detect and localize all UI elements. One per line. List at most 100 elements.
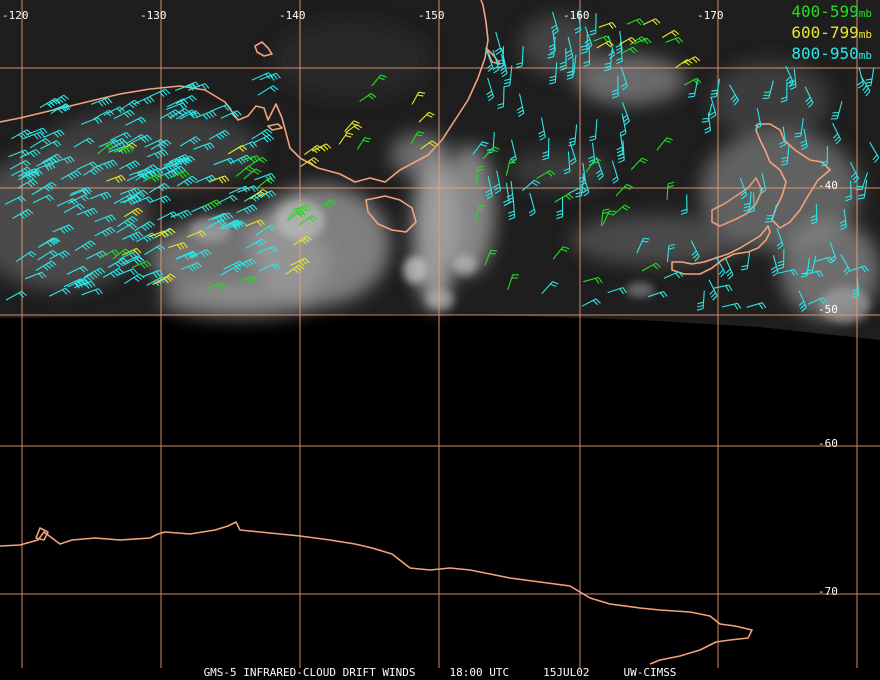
wind-barb (682, 56, 701, 64)
wind-barb (149, 195, 171, 204)
image-caption: GMS-5 INFRARED-CLOUD DRIFT WINDS 18:00 UT… (0, 666, 880, 679)
wind-barb (121, 255, 143, 265)
coastline-tasmania (365, 195, 417, 233)
wind-barb (661, 29, 680, 39)
wind-barb (567, 186, 587, 195)
wind-barb (630, 157, 648, 171)
wind-barb (712, 284, 733, 292)
wind-barb (251, 128, 273, 140)
wind-barb (237, 185, 259, 193)
wind-barb (770, 255, 779, 277)
wind-barb (616, 41, 623, 65)
wind-barb (619, 113, 627, 137)
wind-barb (249, 188, 269, 200)
wind-barb (721, 302, 742, 310)
wind-barb (227, 145, 248, 155)
wind-barb (90, 97, 113, 107)
wind-barb (23, 131, 45, 140)
wind-barb (508, 197, 516, 221)
wind-barb (286, 210, 306, 222)
wind-barb (132, 196, 154, 205)
lon-label-150: -150 (418, 9, 445, 22)
wind-barb (780, 82, 788, 103)
wind-barb (548, 30, 557, 54)
wind-barb (237, 275, 258, 284)
wind-barb (159, 109, 181, 120)
wind-barb (528, 193, 536, 217)
wind-barb (96, 143, 116, 155)
wind-barb (209, 129, 231, 140)
wind-barb (596, 40, 614, 49)
coastlines (0, 0, 831, 665)
wind-barb (63, 203, 85, 214)
wind-barb (845, 180, 852, 202)
wind-barb (567, 54, 577, 77)
wind-barb (120, 187, 142, 197)
wind-barb (15, 251, 37, 263)
wind-barb (186, 230, 207, 238)
wind-barb (148, 88, 171, 98)
wind-barb (164, 165, 186, 176)
wind-barb (493, 170, 502, 194)
wind-barb (800, 128, 808, 151)
legend-range: 400-599 (791, 2, 859, 21)
wind-barb (850, 162, 859, 184)
wind-barb (211, 212, 234, 222)
wind-barb (860, 75, 871, 97)
coastline-nz-south-island (671, 225, 771, 275)
wind-barb (300, 157, 320, 167)
wind-barb (193, 142, 215, 151)
wind-barb (39, 237, 61, 248)
legend-item-600-799: 600-799mb (791, 23, 872, 44)
wind-barb (516, 93, 525, 117)
caption-source: UW-CIMSS (623, 666, 677, 679)
wind-barb (176, 175, 198, 187)
wind-barb (94, 214, 116, 223)
wind-barb (612, 204, 631, 216)
wind-barb (256, 177, 275, 189)
wind-barb (486, 77, 495, 102)
lat-label-50: -50 (818, 303, 838, 316)
wind-barb (258, 262, 281, 272)
wind-barb (574, 10, 582, 34)
wind-barb (157, 211, 179, 221)
wind-barb (35, 260, 57, 271)
coastline-nz-west (711, 177, 763, 227)
wind-barb (53, 156, 75, 165)
wind-barb (178, 81, 201, 90)
wind-barb (492, 49, 500, 74)
wind-barb (583, 276, 603, 284)
wind-barb (175, 251, 198, 260)
wind-barb (620, 66, 628, 91)
wind-barb (12, 208, 34, 219)
wind-barb (210, 103, 232, 112)
wind-barb (636, 237, 650, 254)
wind-barb (556, 196, 564, 220)
wind-barb (830, 101, 843, 120)
wind-barb (48, 250, 71, 260)
wind-barb (146, 149, 169, 159)
wind-barb (291, 204, 312, 212)
wind-barb (52, 224, 75, 234)
wind-barb (50, 103, 72, 115)
wind-barb (170, 170, 190, 179)
wind-barb (113, 109, 135, 120)
wind-barb (75, 240, 96, 251)
wind-barb (243, 168, 262, 180)
wind-barb (542, 137, 550, 161)
wind-barb (49, 287, 71, 297)
legend-range: 600-799 (791, 23, 859, 42)
wind-barb (715, 256, 726, 278)
wind-barb (63, 278, 86, 288)
wind-barb (137, 164, 159, 175)
wind-barb (642, 18, 661, 26)
wind-barb (864, 67, 875, 87)
wind-barb (25, 127, 48, 136)
wind-barb (41, 153, 63, 164)
wind-barb (150, 139, 172, 150)
wind-barb (704, 112, 712, 134)
wind-barb (60, 170, 82, 180)
wind-barb (789, 68, 797, 91)
wind-barb (708, 279, 718, 301)
wind-barb (127, 189, 149, 200)
